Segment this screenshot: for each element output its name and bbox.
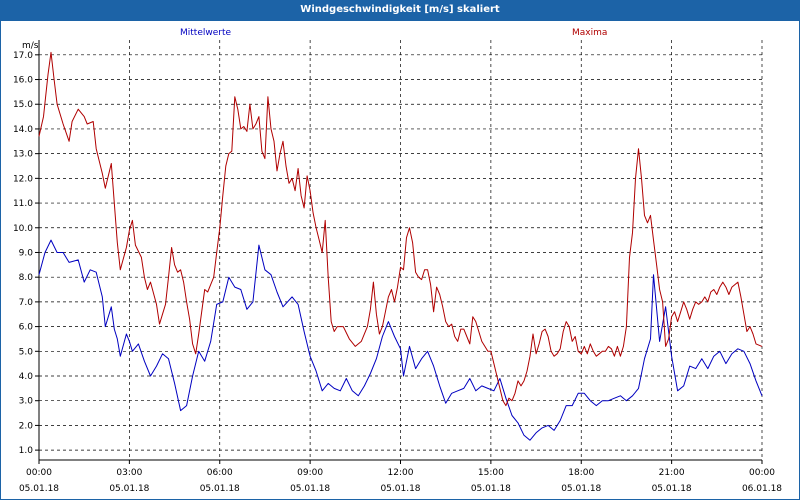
y-tick-label: 7.0 (19, 298, 34, 308)
x-tick-time: 12:00 (388, 468, 414, 478)
y-tick-label: 6.0 (19, 323, 34, 333)
y-tick-label: 13.0 (13, 150, 33, 160)
y-tick-label: 17.0 (13, 51, 33, 61)
x-tick-date: 05.01.18 (109, 484, 149, 494)
y-tick-label: 1.0 (19, 446, 34, 456)
x-tick-date: 05.01.18 (380, 484, 420, 494)
x-tick-time: 06:00 (207, 468, 233, 478)
x-tick-time: 00:00 (26, 468, 52, 478)
y-tick-label: 4.0 (19, 372, 34, 382)
series-line-maxima (38, 51, 763, 407)
y-tick-label: 15.0 (13, 100, 33, 110)
window-titlebar (0, 0, 800, 20)
y-tick-label: 11.0 (13, 199, 33, 209)
y-tick-label: 16.0 (13, 76, 33, 86)
y-tick-label: 5.0 (19, 347, 34, 357)
wind-speed-chart: 1.0 2.0 3.0 4.0 5.0 6.0 7.0 8.0 9.0 10.0 11.0 12.0 1… (0, 20, 800, 500)
x-tick-date: 05.01.18 (652, 484, 692, 494)
y-tick-label: 2.0 (19, 421, 34, 431)
series-lines (38, 51, 763, 441)
x-tick-time: 15:00 (478, 468, 504, 478)
y-tick-label: 10.0 (13, 224, 33, 234)
y-tick-label: 12.0 (13, 174, 33, 184)
x-tick-date: 05.01.18 (19, 484, 59, 494)
y-axis-unit: m/s (22, 41, 39, 51)
x-tick-time: 18:00 (568, 468, 594, 478)
x-tick-date: 05.01.18 (471, 484, 511, 494)
y-tick-label: 14.0 (13, 125, 33, 135)
series-line-mittelwerte (38, 239, 763, 441)
x-tick-time: 09:00 (297, 468, 323, 478)
y-tick-label: 8.0 (19, 273, 34, 283)
y-tick-label: 9.0 (19, 248, 34, 258)
x-tick-time: 00:00 (749, 468, 775, 478)
y-tick-labels: 1.0 2.0 3.0 4.0 5.0 6.0 7.0 8.0 9.0 10.0 11.0 12.0 1… (13, 51, 39, 456)
window-title: Windgeschwindigkeit [m/s] skaliert (300, 4, 500, 15)
chart-background (0, 20, 800, 500)
x-tick-date: 05.01.18 (290, 484, 330, 494)
x-tick-date: 06.01.18 (742, 484, 782, 494)
legend-max: Maxima (572, 28, 607, 38)
y-tick-label: 3.0 (19, 397, 34, 407)
x-tick-date: 05.01.18 (561, 484, 601, 494)
legend-mean: Mittelwerte (180, 28, 231, 38)
x-tick-date: 05.01.18 (200, 484, 240, 494)
x-tick-time: 03:00 (116, 468, 142, 478)
x-tick-time: 21:00 (659, 468, 685, 478)
x-tick-labels: 00:00 05.01.18 03:00 05.01.18 06:00 05.01.18 0… (19, 460, 782, 494)
grid (39, 40, 763, 460)
